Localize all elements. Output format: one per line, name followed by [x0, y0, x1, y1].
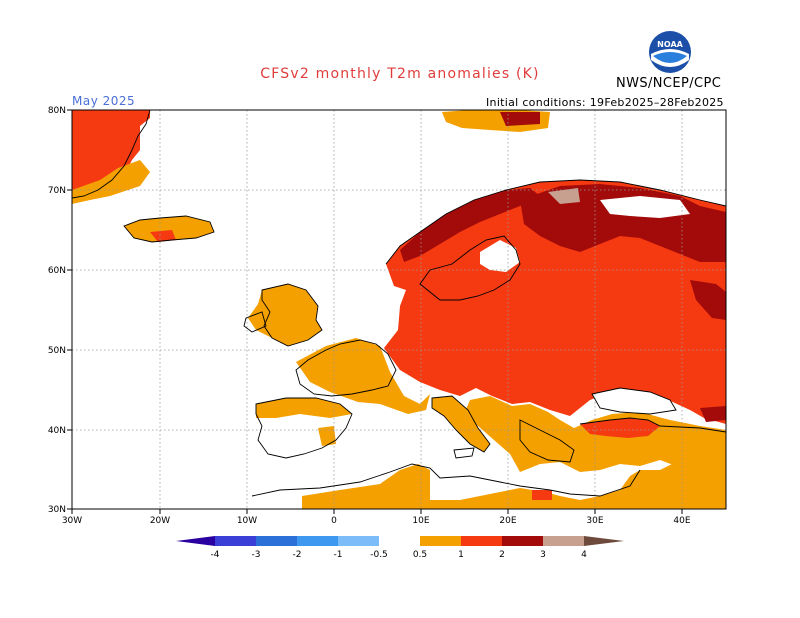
anomaly-fields: [72, 110, 726, 509]
coastlines: [72, 110, 726, 497]
russia-deep-warm-2: [690, 280, 726, 320]
colorbar-segment: [297, 536, 338, 546]
colorbar-label: -1: [334, 550, 343, 560]
lon-label: 0: [331, 516, 337, 526]
europe-strong-warm: [384, 180, 726, 424]
colorbar-label: 2: [499, 550, 505, 560]
turkey-warm: [580, 418, 660, 438]
iceland-anomaly: [124, 216, 214, 242]
noaa-logo: NOAA: [649, 31, 691, 73]
colorbar-segment: [461, 536, 502, 546]
black-sea-no-anomaly: [592, 388, 676, 414]
graticule: [72, 110, 726, 509]
italy-anomaly: [432, 396, 490, 452]
lon-label: 10W: [237, 516, 257, 526]
colorbar-segment-lt-4: [176, 536, 215, 546]
axis-ticks: [67, 109, 683, 514]
lat-label: 80N: [48, 106, 66, 116]
map-frame: [71, 109, 727, 510]
lat-label: 60N: [48, 266, 66, 276]
forecast-period: May 2025: [72, 94, 136, 108]
greenland-anomaly: [72, 110, 150, 204]
turkey-deep: [700, 406, 726, 422]
lat-label: 70N: [48, 186, 66, 196]
lon-label: 20W: [150, 516, 170, 526]
lon-label: 10E: [412, 516, 429, 526]
colorbar-segment: [215, 536, 256, 546]
svalbard-warm: [500, 112, 540, 126]
norway-deep-warm: [400, 188, 540, 262]
colorbar-label: 4: [581, 550, 587, 560]
colorbar: -4 -3 -2 -1 -0.5 0.5 1 2 3 4: [176, 536, 624, 560]
iberia-partial: [256, 398, 352, 418]
iceland-warm: [150, 230, 176, 242]
map-title: CFSv2 monthly T2m anomalies (K): [260, 66, 540, 82]
barents-no-anomaly: [600, 196, 690, 218]
france-iberia-anomaly: [296, 338, 430, 414]
initial-conditions: Initial conditions: 19Feb2025–28Feb2025: [486, 96, 724, 109]
colorbar-segment: [379, 536, 420, 546]
colorbar-label: 0.5: [413, 550, 427, 560]
britain-anomaly: [248, 284, 322, 346]
lat-label: 30N: [48, 505, 66, 515]
colorbar-label: -3: [252, 550, 261, 560]
colorbar-segment: [338, 536, 379, 546]
colorbar-segment-gt-4: [584, 536, 624, 546]
colorbar-segment: [256, 536, 297, 546]
lat-label: 40N: [48, 426, 66, 436]
colorbar-segment: [502, 536, 543, 546]
colorbar-segment: [543, 536, 584, 546]
colorbar-label: -2: [293, 550, 302, 560]
lat-labels: 80N 70N 60N 50N 40N 30N: [48, 106, 66, 515]
baltic-sea-no-anomaly: [480, 240, 520, 272]
lon-label: 40E: [673, 516, 690, 526]
north-africa-anomaly: [302, 452, 726, 509]
lon-label: 30E: [586, 516, 603, 526]
iberia-south-spots: [318, 426, 336, 446]
colorbar-label: -0.5: [370, 550, 388, 560]
kola-extreme: [548, 188, 580, 204]
agency-label: NWS/NCEP/CPC: [616, 76, 722, 91]
lat-label: 50N: [48, 346, 66, 356]
colorbar-label: -4: [211, 550, 220, 560]
colorbar-label: 1: [458, 550, 464, 560]
colorbar-segment: [420, 536, 461, 546]
lon-labels: 30W 20W 10W 0 10E 20E 30E 40E: [62, 516, 691, 526]
colorbar-label: 3: [540, 550, 546, 560]
lon-label: 20E: [499, 516, 516, 526]
logo-text: NOAA: [657, 40, 683, 49]
lon-label: 30W: [62, 516, 82, 526]
libya-egypt-warm: [532, 490, 552, 500]
